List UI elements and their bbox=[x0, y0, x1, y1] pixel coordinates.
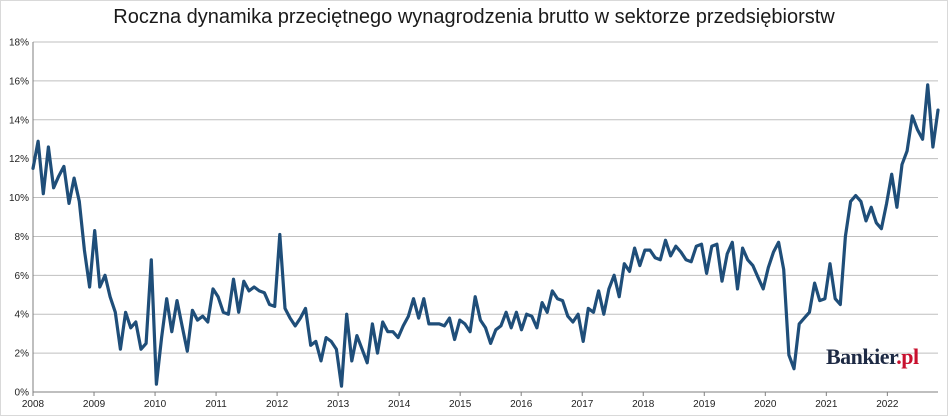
x-tick-label: 2017 bbox=[571, 399, 594, 410]
x-axis-ticks: 2008 2009 2010 2011 2012 2013 2014 2015 2016 2017… bbox=[22, 399, 899, 410]
x-tick-label: 2015 bbox=[449, 399, 472, 410]
x-tick-label: 2019 bbox=[693, 399, 716, 410]
y-tick-label: 14% bbox=[9, 115, 29, 126]
y-tick-label: 0% bbox=[15, 388, 30, 399]
y-tick-label: 2% bbox=[15, 349, 30, 360]
y-tick-label: 18% bbox=[9, 38, 29, 49]
logo-suffix: .pl bbox=[896, 344, 919, 369]
bankier-logo: Bankier.pl bbox=[826, 344, 919, 370]
x-tick-label: 2018 bbox=[632, 399, 655, 410]
x-tick-label: 2011 bbox=[205, 399, 227, 410]
x-tick-label: 2014 bbox=[388, 399, 411, 410]
plot-area bbox=[31, 83, 940, 388]
gridlines bbox=[33, 41, 938, 354]
x-tick-label: 2009 bbox=[83, 399, 106, 410]
x-tick-label: 2016 bbox=[510, 399, 533, 410]
x-tick-label: 2012 bbox=[266, 399, 289, 410]
x-tick-label: 2013 bbox=[327, 399, 350, 410]
axes bbox=[32, 42, 938, 396]
x-tick-label: 2020 bbox=[754, 399, 777, 410]
y-tick-label: 4% bbox=[15, 310, 30, 321]
chart-title: Roczna dynamika przeciętnego wynagrodzen… bbox=[113, 6, 835, 28]
y-tick-label: 8% bbox=[15, 232, 30, 243]
y-tick-label: 6% bbox=[15, 271, 30, 282]
y-tick-label: 12% bbox=[9, 154, 29, 165]
x-tick-label: 2008 bbox=[22, 399, 45, 410]
y-axis-ticks: 0% 2% 4% 6% 8% 10% 12% 14% 16% 18% bbox=[9, 38, 29, 399]
logo-text: Bankier bbox=[826, 344, 897, 369]
x-tick-label: 2022 bbox=[876, 399, 899, 410]
x-tick-label: 2010 bbox=[144, 399, 167, 410]
y-tick-label: 10% bbox=[9, 193, 29, 204]
x-tick-label: 2021 bbox=[815, 399, 838, 410]
series-line bbox=[31, 83, 940, 388]
y-tick-label: 16% bbox=[9, 76, 29, 87]
